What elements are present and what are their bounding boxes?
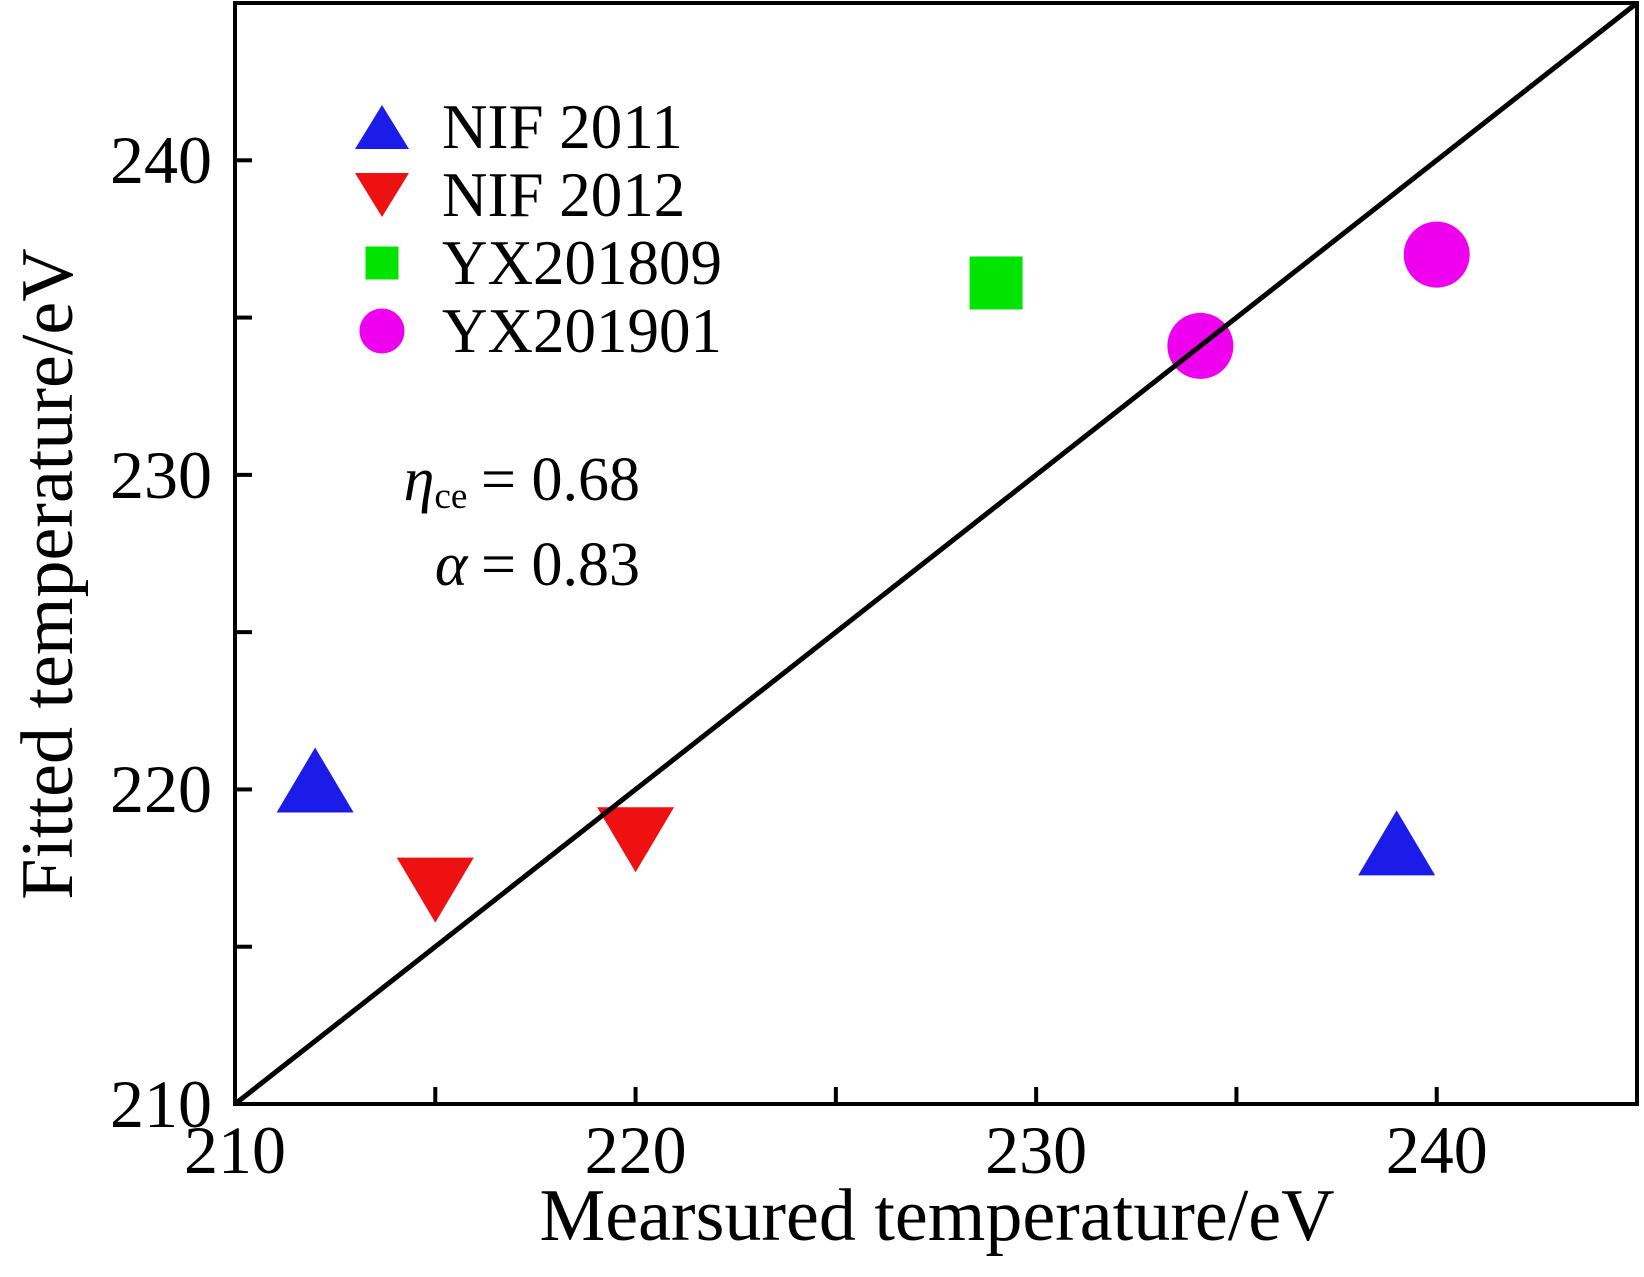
y-tick-label-240: 240: [110, 122, 212, 199]
x-tick-label-220: 220: [584, 1112, 687, 1188]
legend-item-nif-2012: NIF 2012: [330, 161, 722, 229]
eta-ce-equation: ηce = 0.68: [290, 446, 640, 531]
data-point-yx201901: [1403, 221, 1470, 288]
x-tick-label-210: 210: [184, 1112, 286, 1188]
square-glyph: [365, 246, 399, 280]
square-marker-icon: [330, 229, 434, 297]
data-point-nif-2012: [597, 807, 675, 873]
triangle-up-marker-icon: [330, 93, 434, 161]
plot-frame: [233, 1, 1639, 1106]
legend: NIF 2011 NIF 2012 YX201809 YX201901: [330, 93, 722, 365]
x-tick-label-230: 230: [985, 1112, 1088, 1188]
identity-line: [233, 1, 1639, 1106]
triangle-up-glyph: [355, 105, 409, 149]
x-tick-label-240: 240: [1385, 1112, 1488, 1188]
legend-marker-shape: [355, 173, 409, 217]
alpha-equation: α = 0.83: [290, 531, 640, 616]
eta-symbol: η: [403, 446, 435, 514]
legend-item-yx201901: YX201901: [330, 297, 722, 365]
legend-item-nif-2011: NIF 2011: [330, 93, 722, 161]
legend-marker-shape: [359, 308, 405, 354]
legend-label: YX201901: [442, 296, 722, 366]
triangle-down-marker-icon: [330, 161, 434, 229]
legend-label: YX201809: [442, 228, 722, 298]
x-axis-title: Mearsured temperature/eV: [539, 1175, 1335, 1257]
triangle-down-glyph: [355, 173, 409, 217]
eta-value: = 0.68: [481, 446, 640, 514]
data-point-yx201809: [969, 256, 1023, 310]
data-point-nif-2012: [396, 857, 474, 923]
y-tick-label-210: 210: [110, 1066, 212, 1142]
circle-glyph: [359, 308, 405, 354]
circle-marker-icon: [330, 297, 434, 365]
legend-marker-shape: [365, 246, 399, 280]
data-point-nif-2011: [1358, 810, 1436, 876]
legend-label: NIF 2012: [442, 160, 686, 230]
y-tick-label-220: 220: [110, 751, 212, 828]
legend-label: NIF 2011: [442, 92, 683, 162]
legend-item-yx201809: YX201809: [330, 229, 722, 297]
eta-subscript: ce: [434, 476, 468, 518]
fit-parameters: ηce = 0.68 α = 0.83: [290, 446, 640, 616]
legend-marker-shape: [355, 105, 409, 149]
alpha-symbol: α: [434, 531, 468, 600]
alpha-value: = 0.83: [481, 531, 640, 600]
data-point-nif-2011: [276, 747, 354, 813]
y-tick-label-230: 230: [110, 436, 212, 513]
